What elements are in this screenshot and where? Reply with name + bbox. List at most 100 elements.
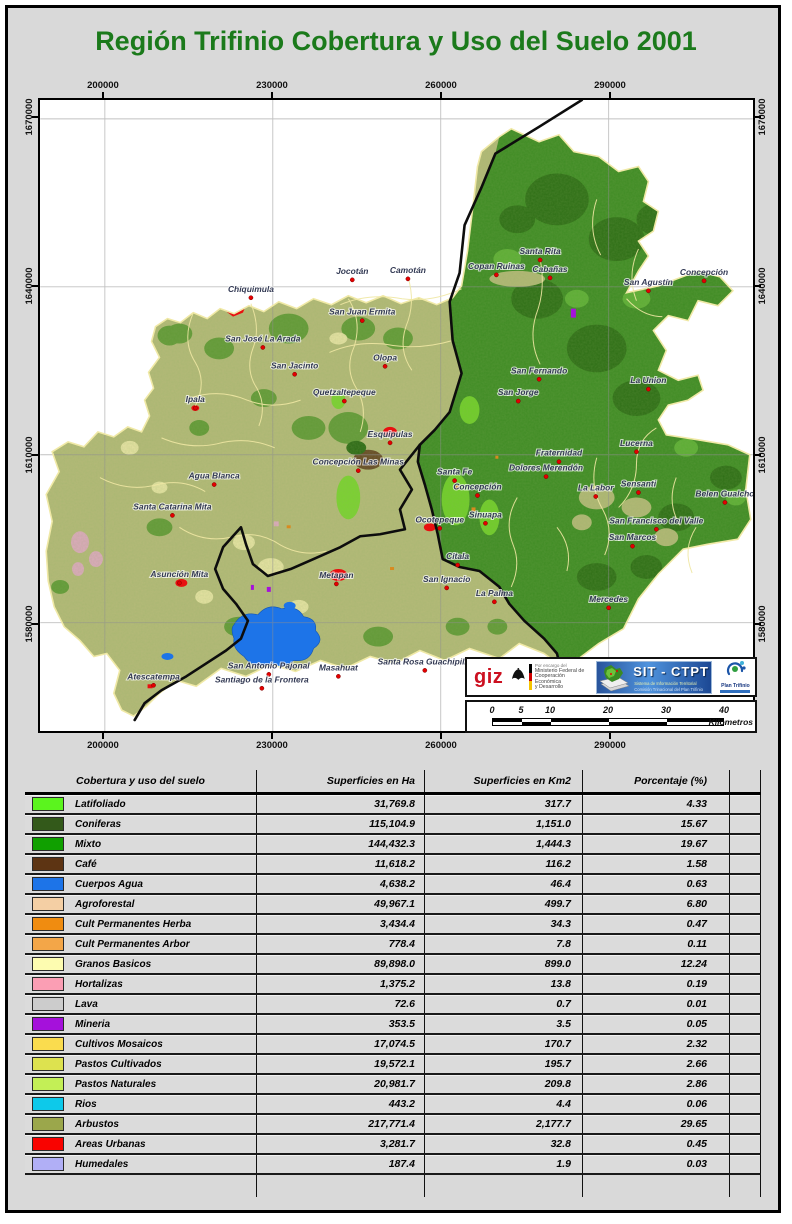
town-label: San Juan Ermita: [329, 307, 395, 317]
sit-map-layers-icon: [599, 664, 630, 691]
value-pct: 0.63: [583, 875, 730, 893]
town-label: Cabañas: [532, 264, 567, 274]
town-label: Sensanti: [621, 479, 657, 489]
town-dot: [211, 482, 217, 487]
land-cover-label: Arbustos: [75, 1118, 119, 1130]
table-row: Areas Urbanas 3,281.7 32.8 0.45: [25, 1135, 761, 1155]
value-km2: 3.5: [425, 1015, 583, 1033]
value-extra: [730, 1115, 761, 1133]
value-extra: [730, 795, 761, 813]
land-cover-swatch: [32, 957, 64, 971]
town-dot: [151, 682, 156, 688]
bmz-logo: Por encargo del Ministerio Federal de Co…: [510, 663, 591, 691]
value-pct: 0.06: [583, 1095, 730, 1113]
value-pct: 0.03: [583, 1155, 730, 1173]
town-label: Concepción: [453, 482, 501, 492]
land-cover-label: Cuerpos Agua: [75, 878, 143, 890]
land-cover-swatch: [32, 937, 64, 951]
land-cover-label: Mixto: [75, 838, 102, 850]
land-cover-swatch: [32, 817, 64, 831]
land-cover-label: Coniferas: [75, 818, 122, 830]
scalebar-tick: 40: [718, 705, 729, 715]
value-pct: 0.11: [583, 935, 730, 953]
town-label: Jocotán: [336, 266, 368, 276]
town-dot: [444, 585, 450, 591]
value-pct: 29.65: [583, 1115, 730, 1133]
value-km2: 209.8: [425, 1075, 583, 1093]
town-dot: [646, 386, 651, 392]
land-cover-swatch: [32, 977, 64, 991]
value-extra: [730, 1035, 761, 1053]
table-header-cobertura: Cobertura y uso del suelo: [25, 770, 257, 792]
plan-trifinio-bar: [720, 690, 751, 693]
town-dot: [292, 371, 297, 377]
town-label: Metapan: [319, 570, 353, 580]
value-ha: 3,281.7: [257, 1135, 425, 1153]
town-label: Santa Rita: [519, 246, 561, 256]
town-dot: [437, 525, 443, 531]
town-dot: [475, 493, 480, 498]
land-cover-label: Areas Urbanas: [75, 1138, 146, 1150]
town-label: San Agustín: [624, 277, 673, 287]
town-dot: [547, 275, 553, 281]
town-dot: [494, 272, 499, 278]
table-row: Rios 443.2 4.4 0.06: [25, 1095, 761, 1115]
town-dot: [636, 490, 641, 495]
land-cover-label: Rios: [75, 1098, 97, 1110]
town-dot: [382, 363, 388, 369]
value-pct: 15.67: [583, 815, 730, 833]
value-pct: 12.24: [583, 955, 730, 973]
value-km2: 46.4: [425, 875, 583, 893]
value-pct: 2.86: [583, 1075, 730, 1093]
value-km2: 116.2: [425, 855, 583, 873]
town-dot: [355, 468, 361, 473]
land-cover-swatch: [32, 997, 64, 1011]
town-label: Mercedes: [589, 594, 628, 604]
town-label: Ocotepeque: [415, 514, 464, 524]
land-cover-label: Pastos Naturales: [75, 1078, 157, 1090]
land-cover-label: Lava: [75, 998, 98, 1010]
table-row: Hortalizas 1,375.2 13.8 0.19: [25, 975, 761, 995]
x-tick-label: 290000: [594, 80, 626, 91]
land-cover-label: Café: [75, 858, 97, 870]
tick-mark: [755, 285, 761, 287]
value-ha: 187.4: [257, 1155, 425, 1173]
town-labels: Chiquimula Jocotán Camotán Copan Ruinas Sant…: [125, 245, 753, 691]
town-label: Ipala: [186, 394, 206, 404]
x-tick-label: 200000: [87, 80, 119, 91]
tick-mark: [609, 733, 611, 739]
value-ha: 353.5: [257, 1015, 425, 1033]
table-row: Granos Basicos 89,898.0 899.0 12.24: [25, 955, 761, 975]
plan-trifinio-logo: Plan Trifinio: [716, 659, 755, 695]
land-cover-swatch: [32, 857, 64, 871]
value-km2: 2,177.7: [425, 1115, 583, 1133]
town-dot: [654, 526, 659, 532]
tick-mark: [102, 92, 104, 98]
table-row: Cuerpos Agua 4,638.2 46.4 0.63: [25, 875, 761, 895]
table-row: Coniferas 115,104.9 1,151.0 15.67: [25, 815, 761, 835]
value-extra: [730, 815, 761, 833]
value-km2: 32.8: [425, 1135, 583, 1153]
scalebar-unit: Kilometros: [708, 717, 753, 727]
town-dot: [606, 605, 611, 611]
town-label: Quetzaltepeque: [313, 387, 376, 397]
land-cover-swatch: [32, 897, 64, 911]
town-label: Santiago de la Frontera: [215, 674, 309, 684]
town-label: San Ignacio: [423, 574, 470, 584]
land-cover-swatch: [32, 837, 64, 851]
town-label: Santa Catarina Mita: [133, 501, 212, 511]
x-tick-label: 260000: [425, 80, 457, 91]
value-km2: 1,151.0: [425, 815, 583, 833]
land-cover-label: Mineria: [75, 1018, 111, 1030]
value-pct: 0.19: [583, 975, 730, 993]
land-cover-table: Cobertura y uso del suelo Superficies en…: [25, 770, 761, 1197]
town-label: Copan Ruinas: [468, 261, 525, 271]
town-label: San Jacinto: [271, 360, 318, 370]
map-frame: Chiquimula Jocotán Camotán Copan Ruinas Sant…: [38, 98, 755, 733]
land-cover-swatch: [32, 797, 64, 811]
land-cover-swatch: [32, 1057, 64, 1071]
value-extra: [730, 835, 761, 853]
value-ha: 1,375.2: [257, 975, 425, 993]
x-tick-label: 260000: [425, 740, 457, 751]
tick-mark: [755, 116, 761, 118]
